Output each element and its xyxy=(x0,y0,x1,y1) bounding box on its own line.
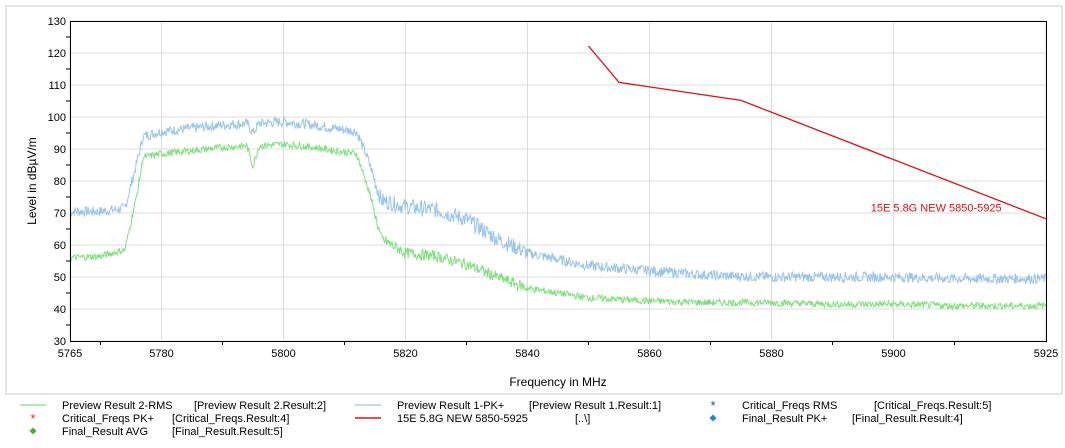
limit-line-label: 15E 5.8G NEW 5850-5925 xyxy=(871,202,1002,214)
y-tick-label: 100 xyxy=(48,112,66,124)
y-tick-label: 90 xyxy=(54,144,66,156)
legend-label-critical-freqs-rms: Critical_Freqs RMS xyxy=(742,400,837,412)
series-preview-rms-line xyxy=(69,140,1047,311)
legend-label-final-result-pk: Final_Result PK+ xyxy=(742,413,827,425)
x-tick-label: 5780 xyxy=(149,348,173,360)
x-tick-label: 5880 xyxy=(759,348,783,360)
x-tick-label: 5860 xyxy=(637,348,661,360)
x-tick-label: 5820 xyxy=(393,348,417,360)
y-axis-title: Level in dBµV/m xyxy=(25,137,39,225)
legend-swatch-critical-freqs-pk: * xyxy=(30,411,35,426)
x-tick-label: 5765 xyxy=(58,348,82,360)
y-tick-label: 30 xyxy=(54,336,66,348)
x-tick-label: 5925 xyxy=(1034,348,1058,360)
y-tick-label: 40 xyxy=(54,304,66,316)
legend-label-preview-result-1-pk: Preview Result 1-PK+ xyxy=(397,400,504,412)
plot-area-border xyxy=(70,21,1047,342)
x-tick-label: 5900 xyxy=(881,348,905,360)
legend-label-preview-result-2-rms: Preview Result 2-RMS xyxy=(62,400,173,412)
y-tick-label: 130 xyxy=(48,16,66,28)
legend-ref-final-result-pk: [Final_Result.Result:4] xyxy=(852,413,963,425)
legend-ref-15e-5-8g-new-5850-5925: [..\] xyxy=(575,413,590,425)
legend: Preview Result 2-RMS [Preview Result 2.Re… xyxy=(20,398,991,438)
legend-swatch-final-result-pk xyxy=(709,414,717,422)
legend-swatch-critical-freqs-rms: * xyxy=(710,398,715,413)
x-axis-title: Frequency in MHz xyxy=(509,375,606,389)
y-tick-label: 120 xyxy=(48,48,66,60)
legend-label-final-result-avg: Final_Result AVG xyxy=(62,426,148,438)
legend-swatch-final-result-avg xyxy=(29,427,37,435)
legend-ref-preview-result-2-rms: [Preview Result 2.Result:2] xyxy=(194,400,326,412)
series-layer xyxy=(69,45,1047,311)
y-tick-label: 60 xyxy=(54,240,66,252)
legend-label-critical-freqs-pk: Critical_Freqs PK+ xyxy=(62,413,154,425)
x-tick-label: 5840 xyxy=(515,348,539,360)
series-limit-line xyxy=(588,45,1047,220)
legend-ref-critical-freqs-pk: [Critical_Freqs.Result:4] xyxy=(172,413,289,425)
y-tick-label: 110 xyxy=(48,80,66,92)
y-tick-labels: 30 40 50 60 70 80 90 100 110 120 130 xyxy=(48,16,66,348)
y-tick-label: 80 xyxy=(54,176,66,188)
y-tick-label: 70 xyxy=(54,208,66,220)
legend-ref-critical-freqs-rms: [Critical_Freqs.Result:5] xyxy=(874,400,991,412)
legend-ref-final-result-avg: [Final_Result.Result:5] xyxy=(172,426,283,438)
x-tick-labels: 5765 5780 5800 5820 5840 5860 5880 5900 5925 xyxy=(58,348,1058,360)
legend-ref-preview-result-1-pk: [Preview Result 1.Result:1] xyxy=(529,400,661,412)
series-preview-pk-line xyxy=(69,116,1047,286)
x-tick-label: 5800 xyxy=(271,348,295,360)
y-tick-label: 50 xyxy=(54,272,66,284)
legend-label-15e-5-8g-new-5850-5925: 15E 5.8G NEW 5850-5925 xyxy=(397,413,528,425)
chart-frame xyxy=(5,5,1063,395)
